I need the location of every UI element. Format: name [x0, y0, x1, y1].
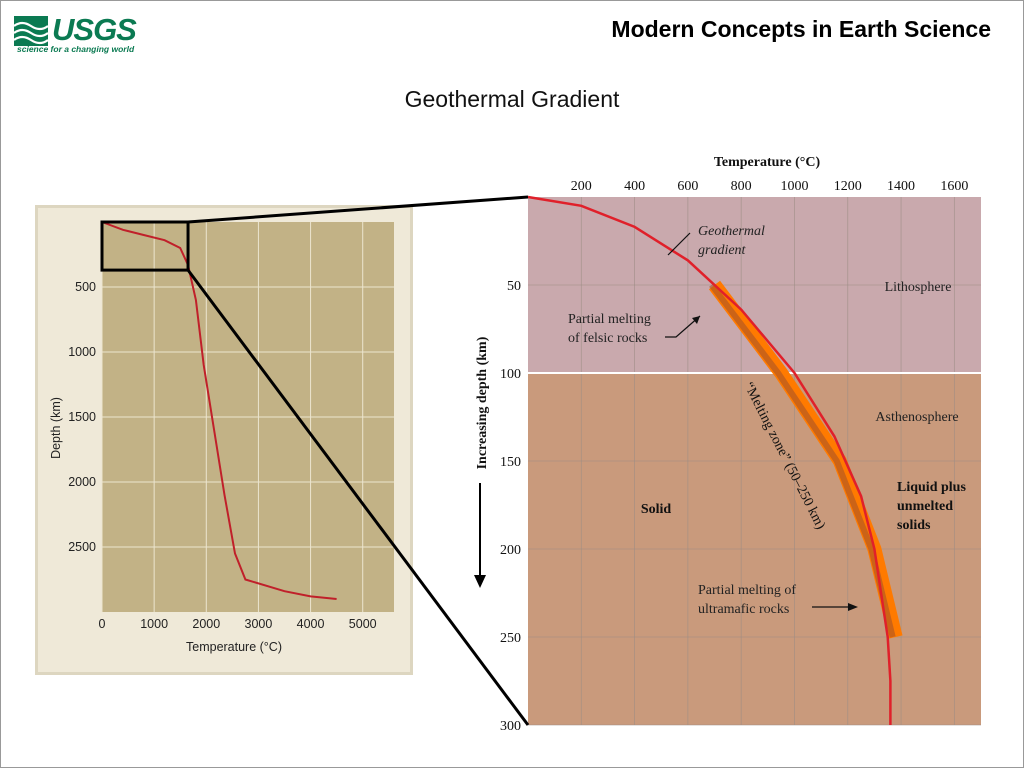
small-x-axis-label: Temperature (°C) — [186, 640, 282, 654]
small-x-tick-label: 1000 — [140, 617, 168, 631]
small-y-tick-label: 1500 — [68, 410, 96, 424]
ultramafic-label-line: ultramafic rocks — [698, 602, 789, 617]
geothermal-label-line: Geothermal — [698, 224, 765, 239]
small-x-tick-label: 5000 — [349, 617, 377, 631]
liquid-label: Liquid plus unmelted solids — [897, 480, 969, 533]
ultramafic-melting-label: Partial melting of ultramafic rocks — [698, 583, 799, 617]
inset-highlight-box — [100, 220, 190, 272]
geothermal-leader-line — [667, 232, 691, 256]
small-x-tick-label: 0 — [99, 617, 106, 631]
geothermal-gradient-label: Geothermal gradient — [698, 224, 768, 258]
asthenosphere-label: Asthenosphere — [875, 410, 958, 425]
liquid-label-line: solids — [897, 518, 931, 533]
ultramafic-label-line: Partial melting of — [698, 583, 796, 598]
liquid-label-line: Liquid plus — [897, 480, 966, 495]
large-x-tick-label: 1600 — [940, 179, 968, 194]
small-geotherm-line — [101, 221, 337, 600]
large-y-axis-label: Increasing depth (km) — [475, 336, 490, 469]
usgs-logo: USGS science for a changing world — [14, 14, 137, 56]
large-y-tick-label: 150 — [500, 455, 521, 470]
logo-wordmark: USGS — [52, 12, 137, 47]
large-x-tick-label: 200 — [571, 179, 592, 194]
large-y-tick-labels: 50 100 150 200 250 300 — [500, 279, 521, 734]
large-y-tick-label: 100 — [500, 367, 521, 382]
logo-tagline: science for a changing world — [17, 44, 135, 54]
lithosphere-label: Lithosphere — [885, 280, 952, 295]
felsic-label-line: Partial melting — [568, 312, 651, 327]
large-x-tick-label: 400 — [624, 179, 645, 194]
large-y-tick-label: 50 — [507, 279, 521, 294]
large-geotherm-line — [527, 195, 892, 725]
small-y-tick-label: 2500 — [68, 540, 96, 554]
liquid-label-line: unmelted — [897, 499, 953, 514]
large-chart: 200 400 600 800 1000 1200 1400 1600 50 100 150 200… — [474, 155, 981, 734]
large-y-tick-label: 250 — [500, 631, 521, 646]
large-x-tick-label: 600 — [677, 179, 698, 194]
small-x-tick-label: 3000 — [245, 617, 273, 631]
large-y-tick-label: 200 — [500, 543, 521, 558]
zoom-connector-bottom — [186, 269, 530, 726]
small-y-axis-label: Depth (km) — [49, 397, 63, 459]
small-x-tick-label: 2000 — [192, 617, 220, 631]
small-y-tick-label: 1000 — [68, 345, 96, 359]
small-chart: 0 1000 2000 3000 4000 5000 500 1000 1500 2000 250… — [35, 205, 413, 675]
large-x-tick-label: 800 — [731, 179, 752, 194]
small-y-tick-label: 2000 — [68, 475, 96, 489]
zoom-connector-top — [187, 195, 529, 224]
large-y-tick-label: 300 — [500, 719, 521, 734]
ultramafic-arrow-head — [848, 603, 858, 611]
felsic-label-line: of felsic rocks — [568, 331, 647, 346]
felsic-leader-line — [665, 315, 701, 338]
small-y-tick-labels: 500 1000 1500 2000 2500 — [68, 280, 96, 554]
felsic-melting-label: Partial melting of felsic rocks — [568, 312, 654, 346]
large-x-tick-label: 1200 — [834, 179, 862, 194]
large-x-tick-label: 1000 — [780, 179, 808, 194]
large-x-tick-label: 1400 — [887, 179, 915, 194]
small-y-tick-label: 500 — [75, 280, 96, 294]
slide-title: Modern Concepts in Earth Science — [611, 16, 991, 42]
usgs-wave-icon — [14, 16, 48, 46]
small-x-tick-label: 4000 — [297, 617, 325, 631]
large-x-tick-labels: 200 400 600 800 1000 1200 1400 1600 — [571, 179, 969, 194]
geothermal-label-line: gradient — [698, 243, 747, 258]
solid-label: Solid — [641, 502, 672, 517]
slide-subtitle: Geothermal Gradient — [404, 86, 620, 112]
depth-arrow-head — [474, 575, 486, 588]
small-grid — [101, 222, 394, 612]
small-x-tick-labels: 0 1000 2000 3000 4000 5000 — [99, 617, 377, 631]
large-x-axis-label: Temperature (°C) — [714, 155, 821, 170]
felsic-arrow-head — [692, 316, 700, 324]
